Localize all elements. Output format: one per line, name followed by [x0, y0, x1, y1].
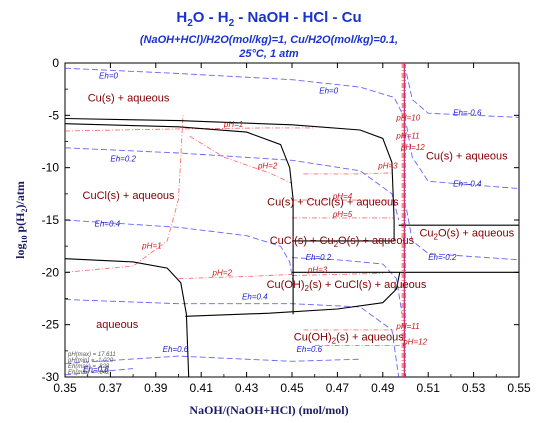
ph-line-label: pH=1: [223, 120, 243, 129]
chart-title: H2O - H2 - NaOH - HCl - Cu (NaOH+HCl)/H2…: [140, 9, 398, 60]
region-label: aqueous: [96, 319, 139, 331]
x-tick-label: 0.55: [507, 381, 531, 395]
eh-line: [64, 368, 134, 376]
legend-note: pH(min) = -1.020: [67, 358, 114, 364]
eh-line-label: Eh=0.8: [83, 365, 109, 374]
line-labels: Eh=0 Eh=0 Eh=-0.6 Eh=0.2 Eh=-0.4 Eh=0.4 Eh=0.2…: [83, 72, 482, 374]
y-tick-label: -25: [42, 318, 60, 332]
title-text: H2O - H2 - NaOH - HCl - Cu: [176, 9, 361, 29]
eh-line-label: Eh=0.6: [163, 345, 189, 354]
ph-line-label: pH=10: [395, 114, 420, 123]
ph-line-label: pH=3: [377, 162, 398, 171]
x-tick-label: 0.45: [280, 381, 304, 395]
eh-line-label: Eh=-0.6: [453, 108, 482, 117]
legend-note: Eh(min) = -.842: [68, 370, 110, 376]
eh-line: [406, 125, 520, 190]
ph-line-label: pH=2: [212, 268, 233, 277]
eh-line: [64, 67, 404, 116]
region-label: CuCl(s) + aqueous: [83, 190, 176, 202]
eh-lines: [64, 67, 520, 378]
x-tick-label: 0.47: [326, 381, 350, 395]
eh-line-label: Eh=0.4: [95, 219, 121, 228]
region-label: Cu(s) + aqueous: [88, 93, 170, 105]
x-tick-label: 0.41: [190, 381, 214, 395]
ph-line-label: pH=11: [395, 131, 419, 140]
legend-notes: pH(max) = 17.611 pH(min) = -1.020 Eh(max…: [67, 352, 116, 376]
region-label: Cu(OH)2(s) + aqueous: [294, 331, 404, 345]
ph-line-label: pH=5: [332, 210, 353, 219]
region-label: Cu(OH)2(s) + CuCl(s) + aqueous: [267, 279, 427, 293]
region-label: CuCl(s) + Cu2O(s) + aqueous: [270, 235, 415, 249]
ph-line-label: pH=3: [307, 265, 328, 274]
phase-boundary-cu2o-boundary: [185, 272, 401, 317]
phase-boundary-inner-Cu-boundary: [64, 123, 294, 315]
x-tick-label: 0.39: [144, 381, 168, 395]
y-tick-label: -30: [42, 370, 60, 384]
legend-note: pH(max) = 17.611: [67, 352, 116, 358]
eh-line: [406, 73, 520, 118]
phase-boundary-aqueous-CuCl-boundary: [64, 258, 190, 378]
eh-line-label: Eh=-0.2: [428, 253, 457, 262]
ph-line-label: pH=1: [141, 241, 161, 250]
eh-line: [291, 257, 403, 315]
y-tick-label: -15: [42, 213, 60, 227]
ph-line: [189, 135, 293, 184]
ph-line: [64, 115, 184, 273]
x-tick-label: 0.49: [371, 381, 395, 395]
eh-line: [64, 219, 294, 283]
eh-line: [64, 147, 400, 221]
ph-line-label: pH=4: [332, 192, 353, 201]
eh-line-label: Eh=0: [99, 72, 118, 81]
eh-line-label: Eh=0.2: [110, 154, 136, 163]
eh-line-label: Eh=0.2: [306, 253, 332, 262]
region-label: Cu2O(s) + aqueous: [419, 228, 514, 242]
x-tick-label: 0.51: [417, 381, 441, 395]
x-tick-label: 0.37: [99, 381, 123, 395]
x-axis-label: NaOH/(NaOH+HCl) (mol/mol): [189, 403, 348, 417]
ph-line: [178, 273, 293, 280]
legend-note: Eh(max) = .828: [68, 364, 110, 370]
phase-boundaries: [64, 63, 519, 378]
ph-line-label: pH=11: [395, 322, 419, 331]
eh-line-label: Eh=-0.4: [453, 180, 482, 189]
eh-line-label: Eh=0: [319, 86, 338, 95]
y-tick-label: 0: [52, 56, 59, 70]
eh-line: [64, 299, 400, 378]
eh-line: [64, 355, 361, 364]
region-label: Cu(s) + aqueous: [426, 150, 508, 162]
ph-line: [64, 127, 315, 132]
x-tick-label: 0.53: [462, 381, 486, 395]
phase-boundary-upper-Cu-boundary: [64, 117, 395, 241]
axis-ticks: 0.35 0.37 0.39 0.41 0.43 0.45 0.47 0.49 0.51 0.53…: [42, 56, 531, 395]
y-tick-label: -10: [42, 161, 60, 175]
region-label: Cu(s) + CuCl(s) + aqueous: [267, 196, 399, 208]
y-axis-label: log10 p(H2)/atm: [13, 181, 29, 259]
ph-line-label: pH=12: [400, 143, 425, 152]
subtitle-line1: (NaOH+HCl)/H2O(mol/kg)=1, Cu/H2O(mol/kg)…: [140, 34, 398, 46]
plot-frame: [64, 62, 520, 378]
ph-line: [303, 172, 392, 175]
subtitle-line2: 25°C, 1 atm: [238, 48, 299, 60]
eh-line-label: Eh=0.6: [297, 345, 323, 354]
region-labels: Cu(s) + aqueous Cu(s) + aqueous CuCl(s) + …: [83, 93, 515, 346]
ph-line-label: pH=2: [257, 162, 278, 171]
ph-line-label: pH=12: [402, 338, 427, 347]
ph-lines: [64, 63, 406, 377]
x-tick-label: 0.35: [53, 381, 77, 395]
y-tick-label: -20: [42, 265, 60, 279]
eh-line-label: Eh=0.4: [242, 293, 268, 302]
y-tick-label: -5: [48, 108, 59, 122]
x-tick-label: 0.43: [235, 381, 259, 395]
